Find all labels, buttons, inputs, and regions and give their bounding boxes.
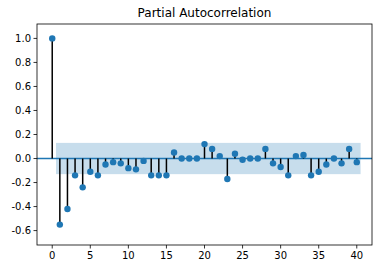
marker: [186, 155, 192, 161]
marker: [262, 146, 268, 152]
y-tick: [34, 62, 38, 63]
marker: [57, 221, 63, 227]
marker: [323, 161, 329, 167]
y-tick: [34, 38, 38, 39]
marker: [171, 149, 177, 155]
chart: Partial Autocorrelation 0 5 10 15 20 25 30 35 40 -…: [0, 0, 383, 264]
x-tick: [242, 245, 243, 249]
marker: [338, 160, 344, 166]
x-tick: [166, 245, 167, 249]
y-tick: [34, 110, 38, 111]
x-tick-label: 25: [236, 250, 249, 261]
y-tick: [34, 230, 38, 231]
marker: [64, 206, 70, 212]
marker: [148, 172, 154, 178]
marker: [102, 161, 108, 167]
marker: [87, 169, 93, 175]
marker: [316, 169, 322, 175]
marker: [308, 172, 314, 178]
marker: [217, 153, 223, 159]
y-tick-label: 0.8: [15, 57, 31, 68]
y-tick-label: 0.6: [15, 81, 31, 92]
plot-area: [37, 35, 372, 228]
y-tick-label: -0.6: [11, 225, 31, 236]
x-tick-label: 20: [198, 250, 211, 261]
marker: [118, 160, 124, 166]
y-tick-label: -0.4: [11, 201, 31, 212]
x-tick: [280, 245, 281, 249]
x-tick: [90, 245, 91, 249]
stem: [67, 159, 69, 209]
x-tick-label: 40: [350, 250, 363, 261]
x-tick: [52, 245, 53, 249]
marker: [72, 172, 78, 178]
x-tick: [318, 245, 319, 249]
marker: [209, 146, 215, 152]
stem: [82, 159, 84, 188]
x-tick: [204, 245, 205, 249]
x-tick-label: 15: [160, 250, 173, 261]
stem: [59, 159, 61, 225]
x-tick-label: 10: [122, 250, 135, 261]
x-tick-label: 5: [87, 250, 93, 261]
marker: [300, 152, 306, 158]
marker: [79, 184, 85, 190]
marker: [110, 159, 116, 165]
marker: [247, 155, 253, 161]
marker: [194, 155, 200, 161]
x-tick-label: 0: [49, 250, 55, 261]
marker: [239, 157, 245, 163]
y-tick-label: 0.0: [15, 153, 31, 164]
marker: [49, 35, 55, 41]
marker: [285, 172, 291, 178]
y-tick: [34, 158, 38, 159]
x-tick-label: 35: [312, 250, 325, 261]
marker: [95, 172, 101, 178]
y-tick-label: 0.2: [15, 129, 31, 140]
x-tick-label: 30: [274, 250, 287, 261]
marker: [346, 146, 352, 152]
marker: [156, 172, 162, 178]
y-tick: [34, 182, 38, 183]
y-tick: [34, 134, 38, 135]
y-tick: [34, 206, 38, 207]
marker: [293, 153, 299, 159]
marker: [354, 159, 360, 165]
marker: [277, 164, 283, 170]
marker: [178, 155, 184, 161]
marker: [125, 165, 131, 171]
marker: [133, 166, 139, 172]
marker: [224, 176, 230, 182]
y-tick-label: -0.2: [11, 177, 31, 188]
x-tick: [128, 245, 129, 249]
y-tick: [34, 86, 38, 87]
marker: [255, 155, 261, 161]
marker: [270, 160, 276, 166]
marker: [232, 151, 238, 157]
title: Partial Autocorrelation: [138, 6, 272, 20]
y-tick-label: 0.4: [15, 105, 31, 116]
y-tick-label: 1.0: [15, 33, 31, 44]
x-tick: [356, 245, 357, 249]
marker: [201, 141, 207, 147]
marker: [163, 172, 169, 178]
frame: [37, 24, 372, 245]
marker: [331, 155, 337, 161]
marker: [140, 158, 146, 164]
stem: [51, 38, 53, 158]
